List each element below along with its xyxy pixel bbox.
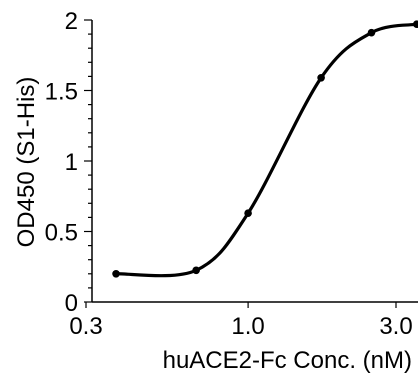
x-tick-label: 1.0 xyxy=(231,313,264,340)
y-tick-label: 1 xyxy=(65,149,78,176)
axes xyxy=(91,20,418,303)
y-tick-label: 2 xyxy=(65,8,78,35)
series-line xyxy=(114,22,418,278)
x-axis-title: huACE2-Fc Conc. (nM) xyxy=(163,347,412,374)
data-point xyxy=(367,28,376,37)
data-point xyxy=(412,20,418,29)
y-tick-label: 1.5 xyxy=(45,79,78,106)
y-tick-label: 0 xyxy=(65,290,78,317)
data-point xyxy=(192,266,200,275)
data-point xyxy=(317,74,325,82)
x-tick-label: 3.0 xyxy=(379,313,412,340)
y-axis-title: OD450 (S1-His) xyxy=(13,77,40,248)
y-axis-ticks: 0 0.5 1 1.5 2 xyxy=(45,8,92,317)
y-tick-label: 0.5 xyxy=(45,220,78,247)
x-axis-ticks: 0.3 1.0 3.0 xyxy=(69,302,413,340)
series-layer xyxy=(112,20,418,278)
data-point xyxy=(244,209,252,217)
x-tick-label: 0.3 xyxy=(69,313,102,340)
data-point xyxy=(112,270,120,278)
